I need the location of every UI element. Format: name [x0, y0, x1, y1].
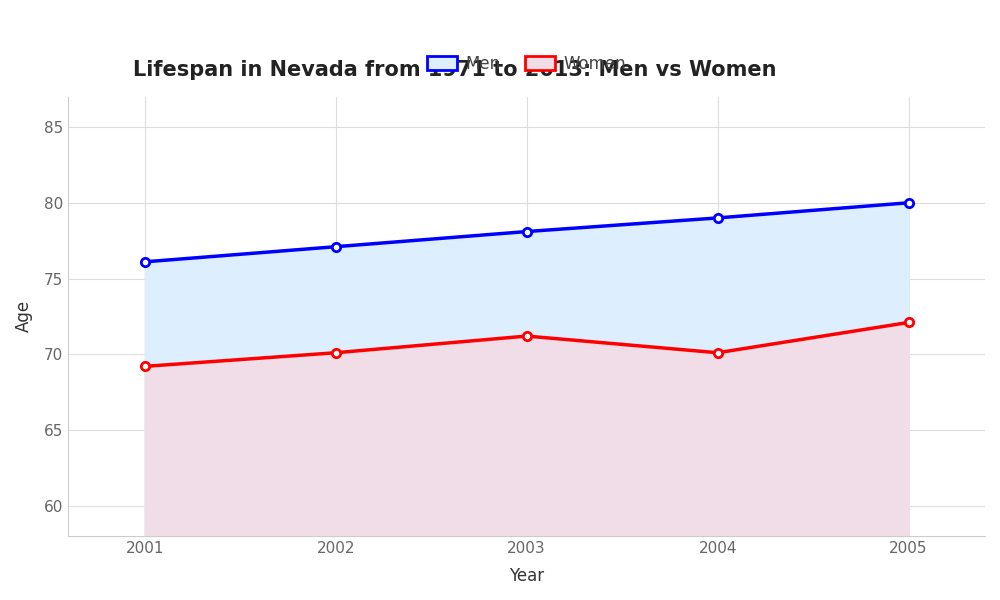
Text: Lifespan in Nevada from 1971 to 2013: Men vs Women: Lifespan in Nevada from 1971 to 2013: Me… — [133, 60, 776, 80]
X-axis label: Year: Year — [509, 567, 544, 585]
Legend: Men, Women: Men, Women — [420, 48, 633, 79]
Y-axis label: Age: Age — [15, 301, 33, 332]
